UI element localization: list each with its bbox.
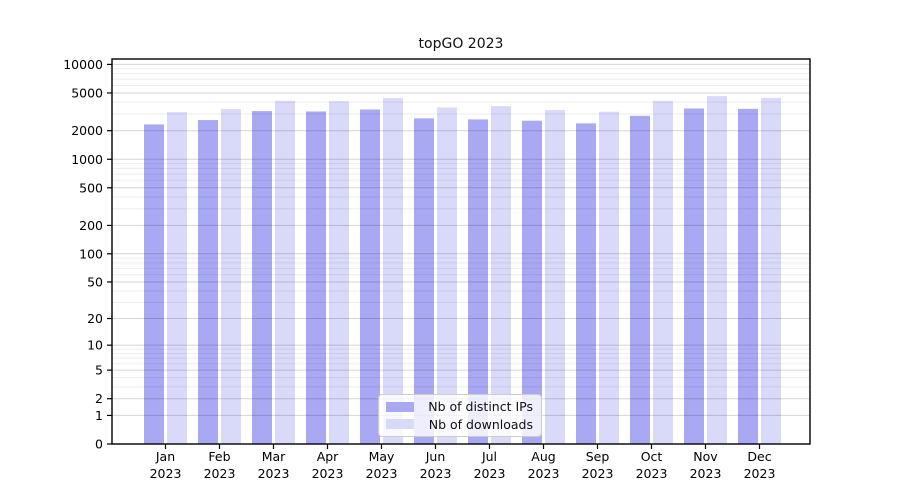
x-tick-label-year-Mar: 2023: [258, 466, 290, 481]
legend-swatch-downloads: [386, 419, 414, 430]
x-tick-label-year-Nov: 2023: [690, 466, 722, 481]
bar-distinct-ips-Aug: [522, 120, 542, 444]
x-tick-label-month-Jun: Jun: [425, 449, 446, 464]
bar-distinct-ips-Feb: [198, 120, 218, 444]
x-tick-label-year-May: 2023: [366, 466, 398, 481]
y-tick-label-200: 200: [79, 218, 103, 233]
bar-downloads-Jul: [491, 106, 511, 444]
legend: Nb of distinct IPs Nb of downloads: [378, 394, 542, 437]
y-tick-label-100: 100: [79, 246, 103, 261]
x-tick-label-month-Jul: Jul: [481, 449, 497, 464]
bar-downloads-Dec: [761, 97, 781, 444]
bar-downloads-Nov: [707, 96, 727, 444]
bar-distinct-ips-Dec: [738, 108, 758, 444]
x-tick-label-month-May: May: [369, 449, 395, 464]
x-tick-label-month-Apr: Apr: [317, 449, 339, 464]
bar-downloads-Feb: [221, 109, 241, 445]
bar-distinct-ips-Jul: [468, 119, 488, 444]
x-tick-label-year-Feb: 2023: [204, 466, 236, 481]
legend-item-downloads: Nb of downloads: [386, 417, 533, 432]
legend-swatch-distinct-ips: [386, 401, 414, 412]
x-tick-label-month-Sep: Sep: [586, 449, 610, 464]
bar-distinct-ips-May: [360, 109, 380, 444]
bar-downloads-Jan: [167, 112, 187, 445]
bar-distinct-ips-Jan: [144, 124, 164, 444]
bar-distinct-ips-Apr: [306, 111, 326, 444]
x-tick-label-year-Oct: 2023: [636, 466, 668, 481]
axes-spines: [111, 58, 811, 445]
x-tick-label-year-Aug: 2023: [528, 466, 560, 481]
bar-distinct-ips-Jun: [414, 118, 434, 445]
y-tick-label-5000: 5000: [71, 85, 103, 100]
y-tick-label-2: 2: [95, 391, 103, 406]
y-tick-label-10000: 10000: [63, 57, 103, 72]
y-tick-label-5: 5: [95, 363, 103, 378]
x-tick-label-month-Oct: Oct: [641, 449, 663, 464]
bar-downloads-Sep: [599, 111, 619, 444]
x-tick-label-month-Jan: Jan: [155, 449, 175, 464]
y-tick-label-20: 20: [87, 311, 103, 326]
y-tick-label-1: 1: [95, 408, 103, 423]
bar-downloads-Aug: [545, 110, 565, 444]
x-tick-label-month-Mar: Mar: [262, 449, 286, 464]
bar-distinct-ips-Sep: [576, 123, 596, 444]
x-tick-label-month-Feb: Feb: [208, 449, 230, 464]
y-tick-label-2000: 2000: [71, 123, 103, 138]
y-tick-label-10: 10: [87, 338, 103, 353]
legend-item-distinct-ips: Nb of distinct IPs: [386, 399, 533, 414]
x-tick-label-month-Aug: Aug: [531, 449, 555, 464]
x-tick-label-year-Sep: 2023: [582, 466, 614, 481]
bar-downloads-Oct: [653, 100, 673, 444]
bar-distinct-ips-Oct: [630, 115, 650, 444]
x-tick-label-year-Dec: 2023: [744, 466, 776, 481]
y-tick-label-1000: 1000: [71, 152, 103, 167]
bar-downloads-Jun: [437, 107, 457, 444]
x-tick-label-year-Apr: 2023: [312, 466, 344, 481]
y-tick-label-0: 0: [95, 437, 103, 452]
bar-distinct-ips-Mar: [252, 111, 272, 445]
legend-label-distinct-ips: Nb of distinct IPs: [428, 399, 533, 415]
x-tick-label-year-Jan: 2023: [150, 466, 182, 481]
y-tick-label-500: 500: [79, 180, 103, 195]
x-tick-label-year-Jun: 2023: [420, 466, 452, 481]
y-tick-label-50: 50: [87, 274, 103, 289]
bar-downloads-May: [383, 98, 403, 444]
legend-label-downloads: Nb of downloads: [428, 416, 533, 432]
bar-distinct-ips-Nov: [684, 108, 704, 445]
x-tick-label-month-Nov: Nov: [693, 449, 718, 464]
x-tick-label-year-Jul: 2023: [474, 466, 506, 481]
x-tick-label-month-Dec: Dec: [747, 449, 771, 464]
bar-downloads-Mar: [275, 100, 295, 444]
chart-title: topGO 2023: [418, 36, 504, 52]
bar-downloads-Apr: [329, 101, 349, 444]
